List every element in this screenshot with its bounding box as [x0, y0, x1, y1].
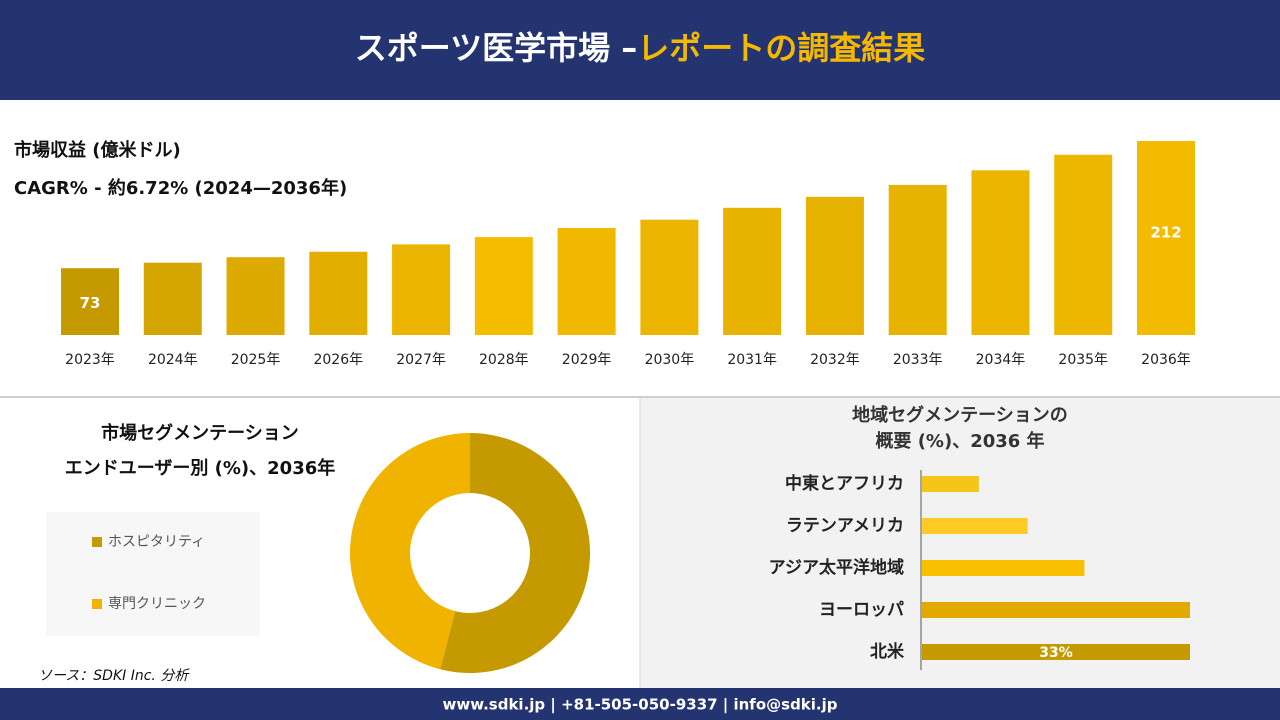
footer-band — [0, 688, 1280, 720]
bar — [805, 196, 864, 335]
bar — [61, 268, 119, 335]
bar — [640, 219, 699, 335]
bar — [922, 644, 1190, 660]
x-tick-label: 2035年 — [1058, 352, 1108, 368]
bar — [309, 251, 368, 335]
x-tick-label: 2032年 — [810, 352, 860, 368]
y-tick-label: ヨーロッパ — [819, 600, 904, 620]
donut-title: 市場セグメンテーション — [101, 422, 299, 444]
x-tick-label: 2031年 — [727, 352, 777, 368]
bar — [143, 262, 202, 335]
bar — [922, 518, 1028, 534]
header-title: スポーツ医学市場 –レポートの調査結果 — [355, 29, 926, 67]
bar-subtitle: CAGR% - 約6.72% (2024—2036年) — [14, 177, 347, 199]
value-label: 73 — [80, 294, 101, 312]
title-accent: レポートの調査結果 — [637, 29, 925, 67]
donut-slice — [440, 433, 591, 673]
bar — [226, 257, 285, 335]
x-tick-label: 2036年 — [1141, 352, 1191, 368]
legend-swatch — [92, 537, 102, 547]
value-label: 212 — [1150, 224, 1181, 242]
header-band — [0, 0, 1280, 100]
bar — [392, 244, 451, 335]
bar — [922, 602, 1190, 618]
bar — [971, 170, 1030, 335]
y-tick-label: 北米 — [870, 641, 905, 662]
donut-subtitle: エンドユーザー別 (%)、2036年 — [65, 457, 336, 479]
hbar-subtitle: 概要 (%)、2036 年 — [875, 430, 1044, 452]
x-tick-label: 2023年 — [65, 352, 115, 368]
x-tick-label: 2034年 — [976, 352, 1026, 368]
legend-label: ホスピタリティ — [108, 534, 205, 550]
x-tick-label: 2027年 — [396, 352, 446, 368]
x-tick-label: 2028年 — [479, 352, 529, 368]
x-tick-label: 2024年 — [148, 352, 198, 368]
y-tick-label: アジア太平洋地域 — [769, 557, 904, 578]
bar — [888, 184, 947, 335]
footer-contact: www.sdki.jp | +81-505-050-9337 | info@sd… — [442, 696, 837, 715]
legend-box — [46, 512, 260, 636]
x-tick-label: 2033年 — [893, 352, 943, 368]
y-tick-label: ラテンアメリカ — [786, 516, 904, 536]
legend-label: 専門クリニック — [108, 596, 206, 612]
legend-swatch — [92, 599, 102, 609]
hbar-title: 地域セグメンテーションの — [852, 404, 1068, 426]
bar — [922, 560, 1085, 576]
donut-slice — [350, 433, 470, 670]
title-main: スポーツ医学市場 – — [355, 29, 638, 67]
right-panel — [640, 398, 1280, 688]
x-tick-label: 2025年 — [231, 352, 281, 368]
x-tick-label: 2029年 — [562, 352, 612, 368]
bar — [474, 237, 533, 335]
bar — [723, 207, 782, 335]
bar-title: 市場収益 (億米ドル) — [14, 139, 181, 161]
bar — [922, 476, 979, 492]
x-tick-label: 2026年 — [313, 352, 363, 368]
bar — [1137, 141, 1195, 335]
source: ソース：SDKI Inc. 分析 — [38, 668, 190, 684]
value-label: 33% — [1039, 645, 1073, 661]
y-tick-label: 中東とアフリカ — [785, 473, 904, 494]
bar — [557, 227, 616, 335]
x-tick-label: 2030年 — [645, 352, 695, 368]
bar — [1054, 154, 1113, 335]
